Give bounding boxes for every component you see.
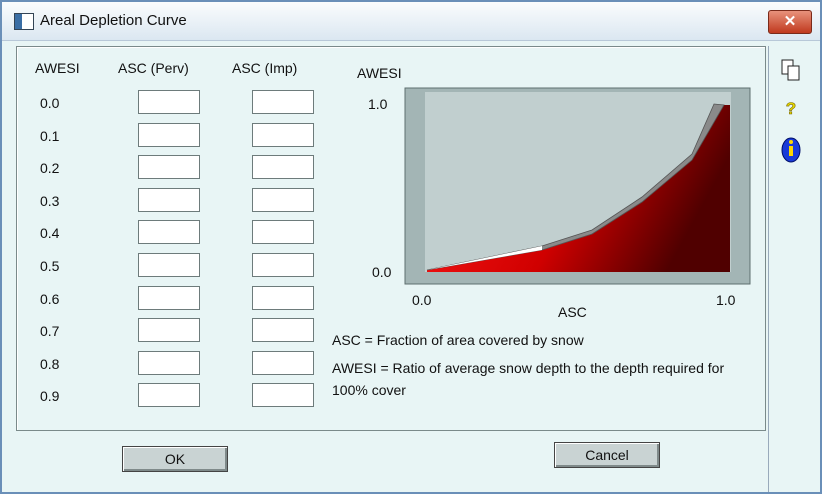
asc-imp-input[interactable] (252, 155, 314, 180)
asc-perv-input[interactable] (138, 253, 200, 277)
copy-icon[interactable] (781, 59, 800, 81)
curve-ribbon (426, 103, 725, 271)
row-label: 0.9 (40, 388, 60, 405)
cancel-button[interactable]: Cancel (554, 442, 660, 468)
row-label: 0.4 (40, 225, 60, 242)
help-icon[interactable]: ? (786, 99, 797, 119)
row-label: 0.2 (40, 160, 60, 177)
toolbar-icons: ? (781, 59, 801, 163)
asc-perv-input[interactable] (138, 285, 200, 310)
asc-imp-input[interactable] (252, 383, 314, 408)
asc-imp-input[interactable] (252, 90, 314, 114)
asc-perv-input[interactable] (138, 155, 200, 180)
asc-perv-input[interactable] (138, 383, 200, 408)
ok-button[interactable]: OK (122, 446, 228, 472)
note: ASC = Fraction of area covered by snow (332, 332, 584, 348)
row-label: 0.1 (40, 127, 60, 144)
window-title: Areal Depletion Curve (40, 12, 187, 29)
asc-perv-input[interactable] (138, 90, 200, 114)
row-label: 0.8 (40, 355, 60, 372)
content-panel (16, 46, 766, 431)
y-min-label: 0.0 (372, 264, 392, 280)
curve-area (427, 105, 730, 272)
row-label: 0.6 (40, 290, 60, 307)
asc-perv-input[interactable] (138, 318, 200, 343)
asc-perv-input[interactable] (138, 220, 200, 245)
asc-perv-input[interactable] (138, 122, 200, 147)
asc-imp-input[interactable] (252, 122, 314, 147)
column-header: ASC (Imp) (232, 60, 298, 76)
title-bar: Areal Depletion Curve ✕ (2, 2, 820, 41)
row-label: 0.7 (40, 323, 60, 340)
info-icon[interactable] (781, 137, 801, 163)
asc-imp-input[interactable] (252, 187, 314, 212)
app-icon (14, 13, 34, 30)
curve-highlight (427, 246, 542, 270)
asc-imp-input[interactable] (252, 253, 314, 277)
curve-diagram (404, 87, 751, 285)
y-axis-label: AWESI (357, 65, 402, 81)
column-header: ASC (Perv) (118, 60, 189, 76)
asc-perv-input[interactable] (138, 187, 200, 212)
close-button[interactable]: ✕ (768, 10, 812, 34)
row-label: 0.3 (40, 192, 60, 209)
side-toolbar: ? (768, 46, 819, 492)
x-max-label: 1.0 (716, 292, 736, 308)
asc-imp-input[interactable] (252, 318, 314, 343)
column-header: AWESI (35, 60, 80, 76)
row-label: 0.0 (40, 95, 60, 111)
asc-perv-input[interactable] (138, 350, 200, 375)
x-min-label: 0.0 (412, 292, 432, 308)
asc-imp-input[interactable] (252, 220, 314, 245)
x-axis-label: ASC (558, 304, 587, 320)
row-label: 0.5 (40, 258, 60, 274)
asc-imp-input[interactable] (252, 285, 314, 310)
asc-imp-input[interactable] (252, 350, 314, 375)
y-max-label: 1.0 (368, 96, 388, 112)
note: AWESI = Ratio of average snow depth to t… (332, 360, 725, 398)
